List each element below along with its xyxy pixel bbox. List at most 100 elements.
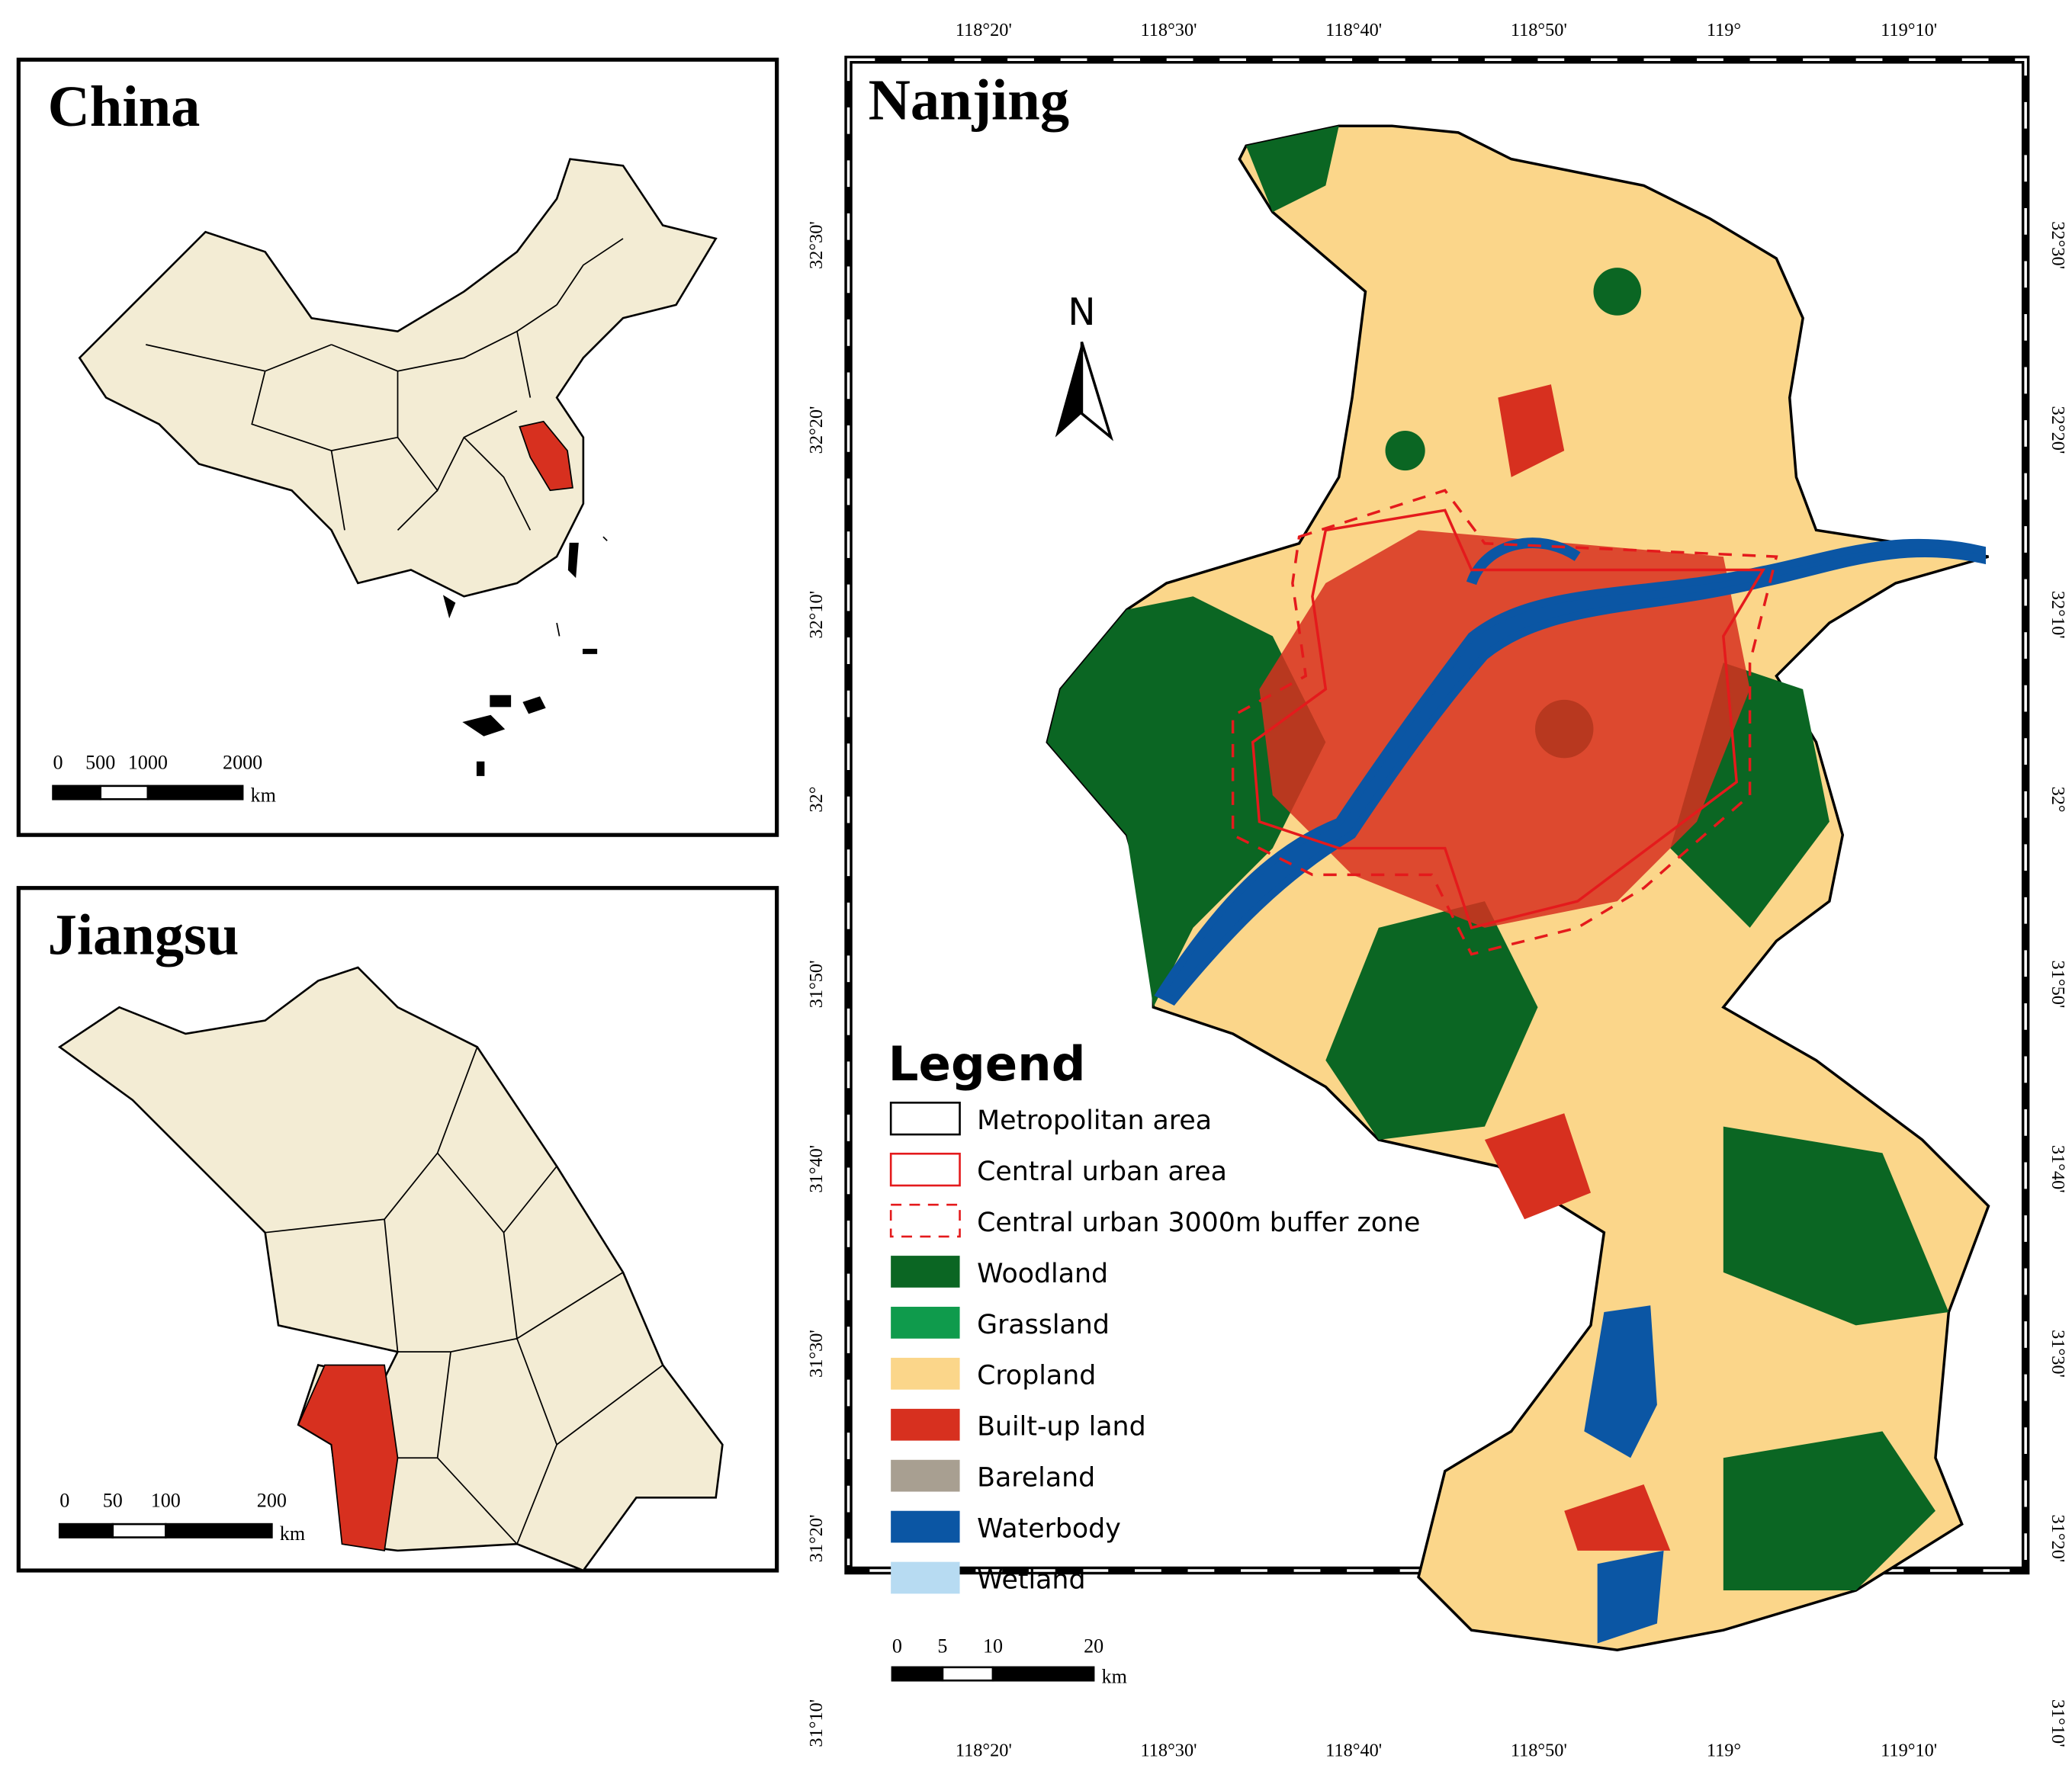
legend-swatch xyxy=(889,1203,961,1238)
latitude-label: 31°20' xyxy=(806,1514,827,1562)
latitude-label: 31°50' xyxy=(2048,961,2068,1009)
lakes xyxy=(1584,1305,1664,1644)
north-arrow-right xyxy=(1080,342,1114,441)
woodland-patches xyxy=(1047,126,1949,1591)
longitude-label: 118°50' xyxy=(1511,20,1567,40)
latitude-label: 32°30' xyxy=(2048,221,2068,269)
longitude-label: 119° xyxy=(1707,20,1741,40)
legend-label: Grassland xyxy=(977,1310,1110,1340)
scale-label: 0 xyxy=(53,751,63,773)
legend-label: Cropland xyxy=(977,1361,1096,1391)
scale-label: 0 xyxy=(59,1490,69,1512)
longitude-label: 119°10' xyxy=(1881,20,1937,40)
scale-label: 200 xyxy=(257,1490,287,1512)
longitude-label: 118°40' xyxy=(1325,20,1382,40)
scale-segment xyxy=(52,785,101,801)
latitude-label: 31°40' xyxy=(806,1145,827,1193)
latitude-label: 32°30' xyxy=(806,221,827,269)
legend-swatch xyxy=(891,1561,960,1594)
north-label: N xyxy=(1068,291,1095,334)
latitude-label: 31°30' xyxy=(2048,1330,2068,1378)
central-urban-area xyxy=(1251,509,1766,929)
legend-swatch xyxy=(889,1152,961,1187)
longitude-label: 119°10' xyxy=(1881,1740,1937,1760)
scale-label: 500 xyxy=(85,751,115,773)
yangtze-river xyxy=(1154,538,1987,1006)
longitude-label: 118°20' xyxy=(956,1740,1012,1760)
scale-segment xyxy=(991,1666,1095,1682)
nanjing-highlight xyxy=(297,1364,399,1551)
latitude-label: 31°50' xyxy=(806,961,827,1009)
scale-unit: km xyxy=(280,1523,305,1545)
map-title: Nanjing xyxy=(869,67,1069,132)
longitude-label: 118°30' xyxy=(1140,1740,1197,1760)
scale-label: 100 xyxy=(151,1490,181,1512)
scale-label: 10 xyxy=(983,1635,1003,1657)
province-borders xyxy=(146,238,624,531)
longitude-label: 118°50' xyxy=(1511,1740,1567,1760)
legend-label: Waterbody xyxy=(977,1513,1121,1544)
legend-label: Central urban area xyxy=(977,1157,1227,1187)
legend-label: Central urban 3000m buffer zone xyxy=(977,1208,1420,1238)
legend-title: Legend xyxy=(888,1036,1086,1092)
longitude-label: 118°40' xyxy=(1325,1740,1382,1760)
legend-swatch xyxy=(891,1408,960,1441)
frame-graticule xyxy=(846,58,2027,1572)
woodland xyxy=(1325,901,1538,1140)
scale-segment xyxy=(891,1666,944,1682)
woodland xyxy=(1593,268,1642,316)
scale-segment xyxy=(99,785,149,801)
legend-swatch xyxy=(889,1102,961,1136)
longitude-label: 118°20' xyxy=(956,20,1012,40)
panel-title: China xyxy=(48,74,201,139)
legend-label: Bareland xyxy=(977,1463,1095,1494)
scale-label: 5 xyxy=(937,1635,947,1657)
legend-label: Built-up land xyxy=(977,1412,1146,1442)
scale-segment xyxy=(111,1523,167,1539)
city-borders xyxy=(265,1047,663,1545)
latitude-label: 32° xyxy=(2048,787,2068,813)
latitude-label: 32°20' xyxy=(2048,406,2068,454)
latitude-label: 31°10' xyxy=(2048,1699,2068,1747)
legend-swatch xyxy=(891,1307,960,1339)
scale-unit: km xyxy=(251,785,276,807)
latitude-label: 31°30' xyxy=(806,1330,827,1378)
scale-segment xyxy=(941,1666,994,1682)
scale-segment xyxy=(58,1523,114,1539)
scale-label: 0 xyxy=(892,1635,902,1657)
scale-unit: km xyxy=(1102,1666,1127,1688)
latitude-label: 32°20' xyxy=(806,406,827,454)
legend-label: Wetland xyxy=(977,1564,1085,1595)
longitude-label: 119° xyxy=(1707,1740,1741,1760)
latitude-label: 32° xyxy=(806,787,827,813)
legend-label: Metropolitan area xyxy=(977,1105,1212,1136)
longitude-label: 118°30' xyxy=(1140,20,1197,40)
buffer-zone xyxy=(1231,489,1778,956)
latitude-label: 31°40' xyxy=(2048,1145,2068,1193)
jiangsu-outline xyxy=(57,966,724,1572)
scale-label: 2000 xyxy=(223,751,262,773)
scale-label: 1000 xyxy=(128,751,168,773)
built-up-core xyxy=(1259,530,1750,928)
panel-title: Jiangsu xyxy=(48,903,239,967)
woodland xyxy=(1385,430,1425,471)
latitude-label: 32°10' xyxy=(806,591,827,639)
islands xyxy=(442,536,608,776)
scale-segment xyxy=(146,785,244,801)
legend-swatch xyxy=(891,1256,960,1288)
scale-segment xyxy=(164,1523,273,1539)
legend-swatch xyxy=(891,1510,960,1543)
legend-label: Woodland xyxy=(977,1259,1108,1289)
jiangsu-highlight xyxy=(519,420,573,492)
legend-swatch xyxy=(891,1357,960,1390)
latitude-label: 32°10' xyxy=(2048,591,2068,639)
latitude-label: 31°20' xyxy=(2048,1514,2068,1562)
latitude-label: 31°10' xyxy=(806,1699,827,1747)
scale-label: 50 xyxy=(103,1490,123,1512)
scale-label: 20 xyxy=(1084,1635,1103,1657)
woodland xyxy=(1723,1431,1935,1591)
woodland xyxy=(1047,596,1326,1008)
legend-swatch xyxy=(891,1459,960,1492)
